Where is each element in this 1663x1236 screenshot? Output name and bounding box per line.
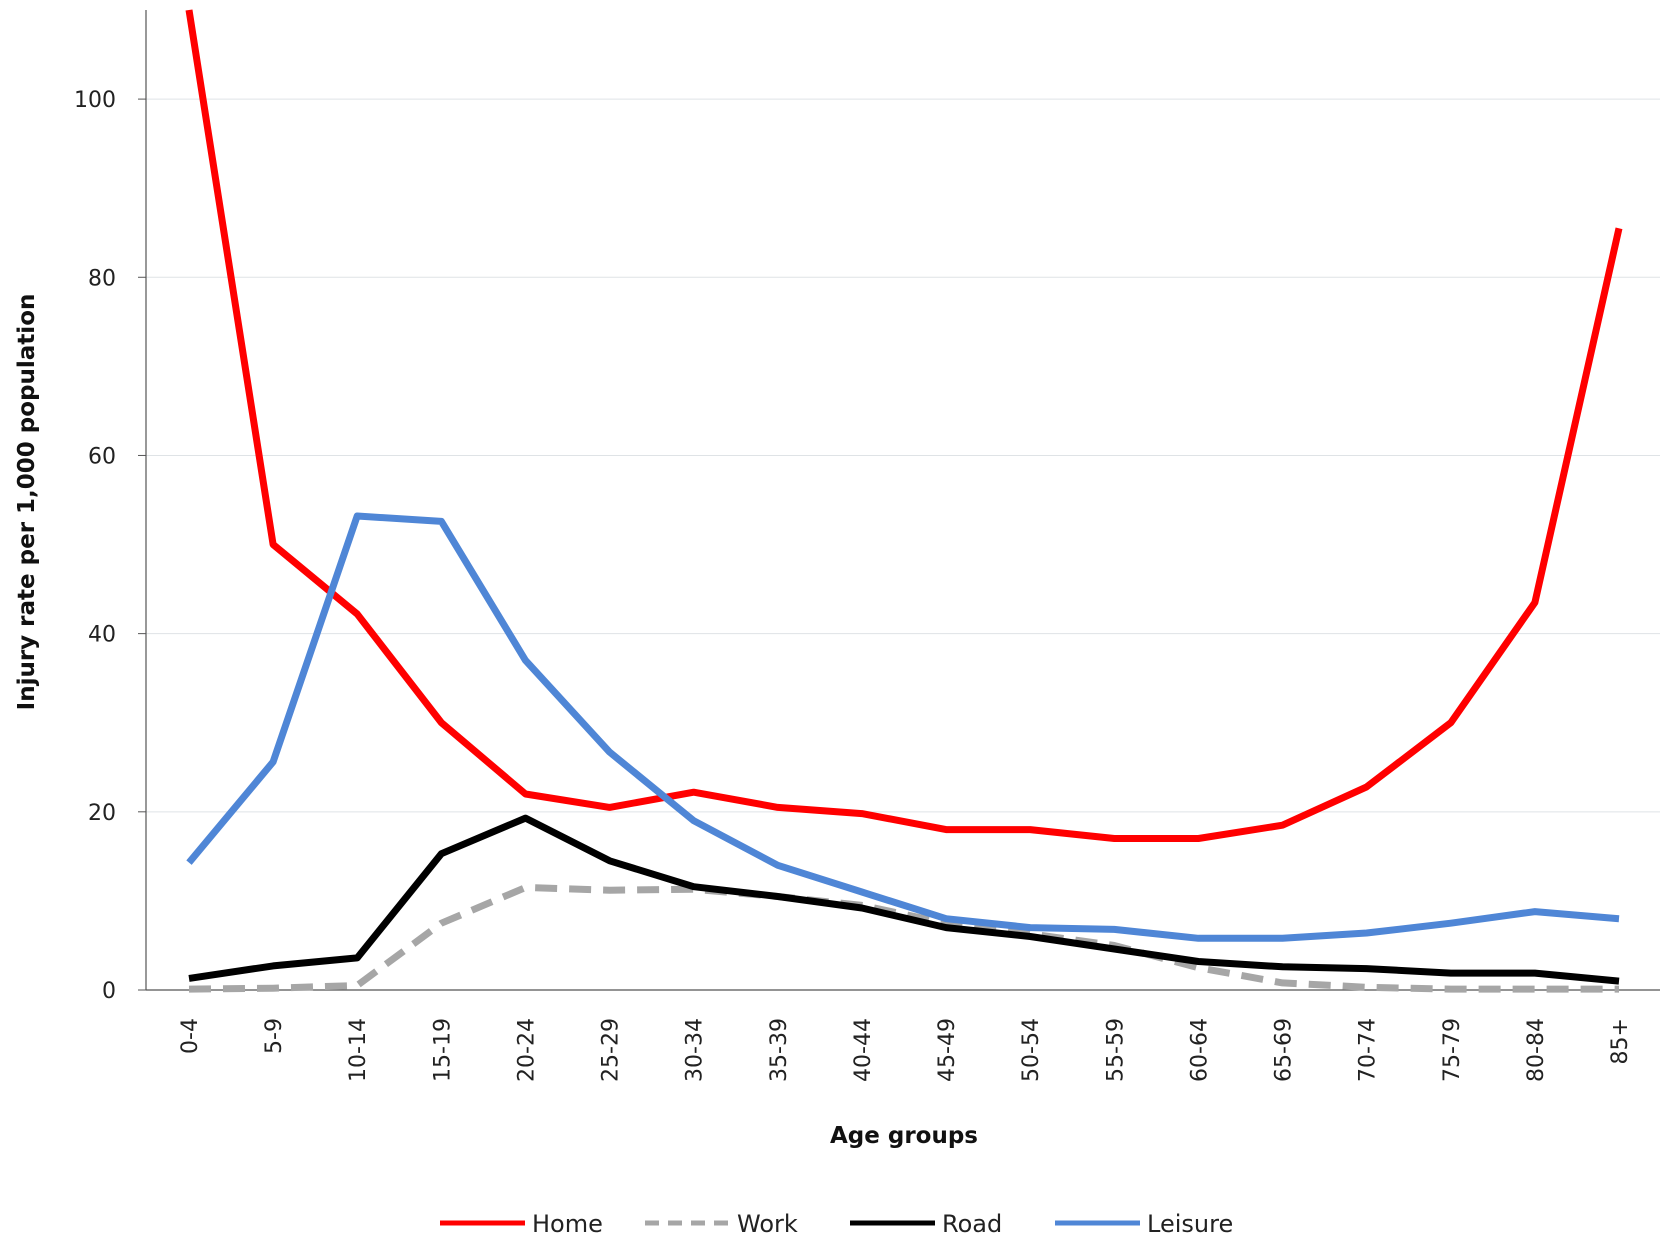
x-tick-label: 0-4 <box>178 1018 203 1054</box>
y-tick-label: 0 <box>102 979 116 1004</box>
y-tick-label: 100 <box>74 88 116 113</box>
legend-label-road: Road <box>942 1210 1002 1236</box>
x-tick-label: 30-34 <box>683 1018 708 1082</box>
y-tick-label: 60 <box>88 444 116 469</box>
x-tick-label: 45-49 <box>935 1018 960 1082</box>
series-line-home <box>185 9 1623 842</box>
x-axis-title: Age groups <box>830 1123 978 1149</box>
x-tick-label: 10-14 <box>346 1018 371 1082</box>
x-tick-label: 85+ <box>1608 1018 1633 1064</box>
x-tick-label: 70-74 <box>1356 1018 1381 1082</box>
legend-label-leisure: Leisure <box>1147 1210 1233 1236</box>
y-tick-label: 20 <box>88 801 116 826</box>
y-tick-label: 80 <box>88 266 116 291</box>
axes <box>145 10 1660 991</box>
x-tick-label: 80-84 <box>1524 1018 1549 1082</box>
y-axis-ticks: 0 20 40 60 80 100 <box>74 88 146 1004</box>
legend-label-home: Home <box>532 1210 603 1236</box>
x-tick-label: 5-9 <box>262 1018 287 1054</box>
x-tick-label: 15-19 <box>430 1018 455 1082</box>
legend: Home Work Road Leisure <box>440 1210 1233 1236</box>
gridlines <box>146 98 1660 813</box>
x-axis-ticks: 0-4 5-9 10-14 15-19 20-24 25-29 30-34 35-39 40-4… <box>178 1018 1633 1082</box>
x-tick-label: 50-54 <box>1019 1018 1044 1082</box>
x-tick-label: 65-69 <box>1272 1018 1297 1082</box>
x-tick-label: 25-29 <box>599 1018 624 1082</box>
x-tick-label: 60-64 <box>1187 1018 1212 1082</box>
x-tick-label: 55-59 <box>1103 1018 1128 1082</box>
y-tick-label: 40 <box>88 623 116 648</box>
y-axis-title: Injury rate per 1,000 population <box>14 294 40 711</box>
legend-label-work: Work <box>737 1210 798 1236</box>
x-tick-label: 40-44 <box>851 1018 876 1082</box>
x-tick-label: 35-39 <box>767 1018 792 1082</box>
series-line-leisure <box>186 512 1620 942</box>
series-line-road <box>188 814 1620 985</box>
series-line-work <box>188 884 1619 993</box>
series-lines <box>185 9 1623 993</box>
x-tick-label: 75-79 <box>1440 1018 1465 1082</box>
x-tick-label: 20-24 <box>514 1018 539 1082</box>
